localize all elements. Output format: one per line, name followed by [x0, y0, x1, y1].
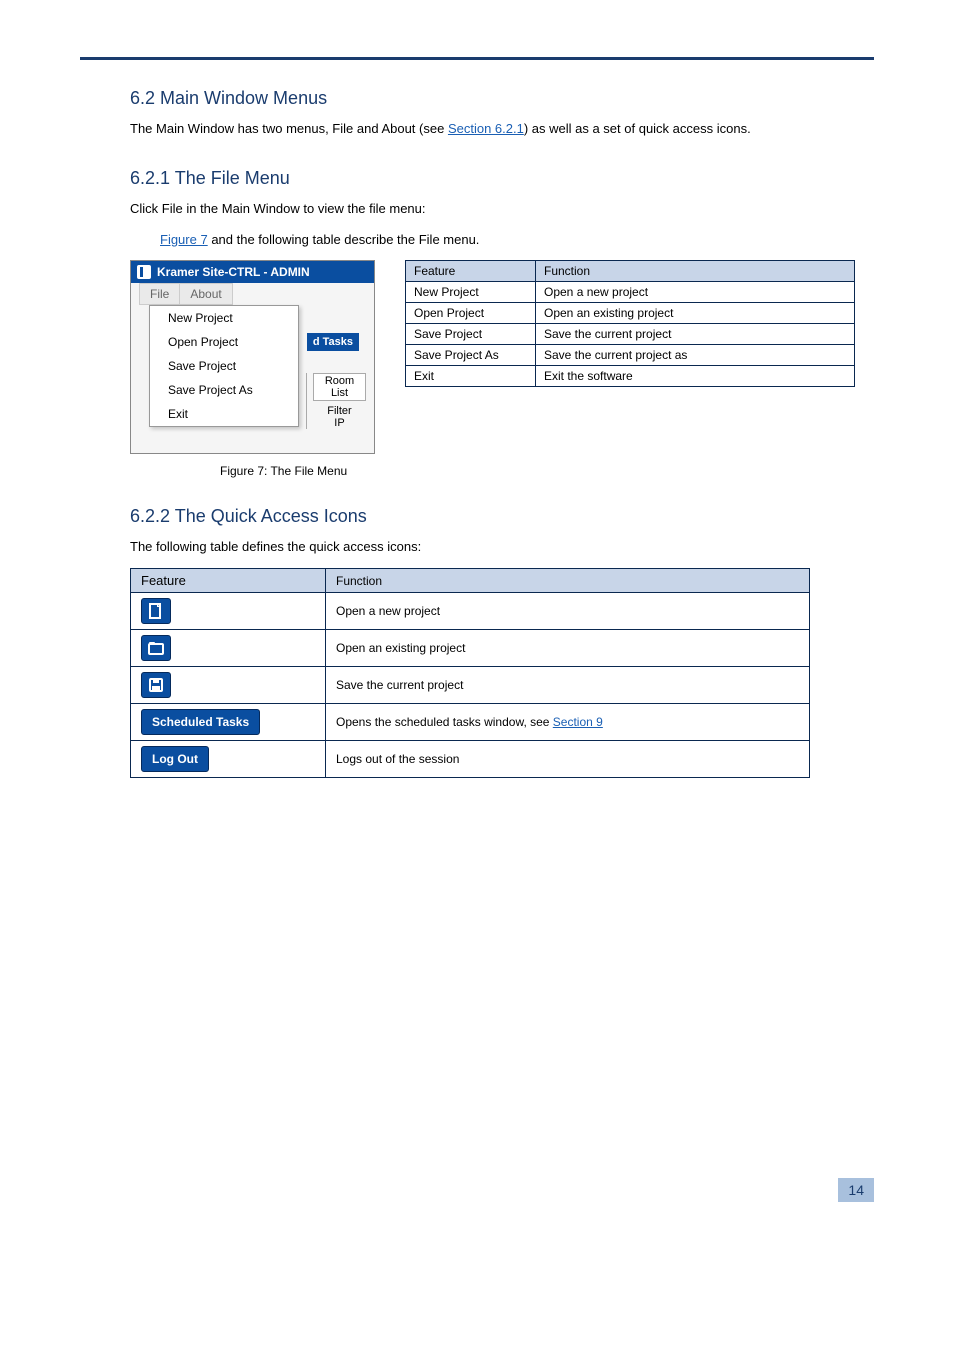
ss-roomlist: Room List Filter IP: [306, 373, 366, 429]
link-section-9[interactable]: Section 9: [553, 715, 603, 729]
ss-menu-file[interactable]: File: [140, 284, 180, 304]
fm-row-feature: Save Project: [406, 324, 536, 345]
fm-header-feature: Feature: [406, 261, 536, 282]
section-title-menus: 6.2 Main Window Menus: [130, 88, 874, 109]
file-menu-screenshot: Kramer Site-CTRL - ADMIN File About New …: [130, 260, 375, 454]
icons-intro: The following table defines the quick ac…: [130, 537, 874, 558]
ss-title: Kramer Site-CTRL - ADMIN: [157, 265, 310, 279]
menus-intro: The Main Window has two menus, File and …: [130, 119, 874, 140]
fm-row-function: Open a new project: [536, 282, 855, 303]
ss-item-save[interactable]: Save Project: [150, 354, 298, 378]
qi-func-1: Open an existing project: [326, 630, 810, 667]
fm-row-function: Open an existing project: [536, 303, 855, 324]
new-project-icon[interactable]: [141, 598, 171, 624]
logout-button[interactable]: Log Out: [141, 746, 209, 772]
section-title-file-menu: 6.2.1 The File Menu: [130, 168, 874, 189]
fm-row-feature: New Project: [406, 282, 536, 303]
ss-filter-label: Filter: [313, 405, 366, 417]
fm-row-function: Exit the software: [536, 366, 855, 387]
fm-row-function: Save the current project as: [536, 345, 855, 366]
link-section-621[interactable]: Section 6.2.1: [448, 121, 524, 136]
ss-item-new[interactable]: New Project: [150, 306, 298, 330]
fm-row-feature: Open Project: [406, 303, 536, 324]
link-figure-7[interactable]: Figure 7: [160, 232, 208, 247]
fm-row-feature: Exit: [406, 366, 536, 387]
fm-header-function: Function: [536, 261, 855, 282]
ss-item-exit[interactable]: Exit: [150, 402, 298, 426]
file-menu-table: Feature Function New ProjectOpen a new p…: [405, 260, 855, 387]
page-footer: 14: [0, 1178, 954, 1202]
qi-header-function: Function: [326, 569, 810, 593]
qi-func-0: Open a new project: [326, 593, 810, 630]
ss-menubar: File About: [139, 283, 233, 305]
qi-func-4: Logs out of the session: [326, 741, 810, 778]
scheduled-tasks-button[interactable]: Scheduled Tasks: [141, 709, 260, 735]
save-project-icon[interactable]: [141, 672, 171, 698]
section-title-icons: 6.2.2 The Quick Access Icons: [130, 506, 874, 527]
open-project-icon[interactable]: [141, 635, 171, 661]
quick-icons-table: Feature Function Open a new project Open…: [130, 568, 810, 778]
ss-tasks-button[interactable]: d Tasks: [307, 333, 359, 351]
ss-ip-label: IP: [313, 417, 366, 429]
kramer-logo-icon: [137, 265, 151, 279]
ss-dropdown: New Project Open Project Save Project Sa…: [149, 305, 299, 427]
ss-roomlist-title: Room List: [313, 373, 366, 401]
ss-item-saveas[interactable]: Save Project As: [150, 378, 298, 402]
page-number: 14: [838, 1178, 874, 1202]
qi-func-2: Save the current project: [326, 667, 810, 704]
ss-item-open[interactable]: Open Project: [150, 330, 298, 354]
fm-row-feature: Save Project As: [406, 345, 536, 366]
header-rule: [80, 40, 874, 60]
figure-caption: Figure 7: The File Menu: [220, 464, 874, 478]
ss-titlebar: Kramer Site-CTRL - ADMIN: [131, 261, 374, 283]
qi-func-3: Opens the scheduled tasks window, see Se…: [326, 704, 810, 741]
figure-ref: Figure 7 and the following table describ…: [160, 230, 874, 251]
file-intro: Click File in the Main Window to view th…: [130, 199, 874, 220]
ss-menu-about[interactable]: About: [180, 284, 231, 304]
fm-row-function: Save the current project: [536, 324, 855, 345]
qi-header-feature: Feature: [131, 569, 326, 593]
